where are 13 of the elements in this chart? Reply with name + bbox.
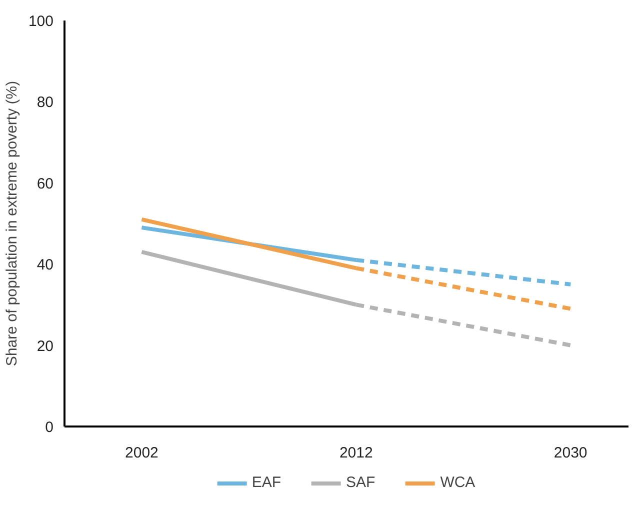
y-tick-label: 80 [36, 94, 54, 112]
legend-label: WCA [440, 474, 476, 491]
y-tick-label: 100 [28, 13, 54, 30]
x-tick-label: 2002 [125, 444, 158, 462]
y-tick-label: 20 [36, 338, 54, 355]
y-axis-title: Share of population in extreme poverty (%) [3, 80, 20, 366]
x-tick-label: 2012 [339, 444, 373, 462]
legend-label: SAF [346, 474, 376, 491]
y-tick-label: 60 [36, 175, 54, 192]
y-tick-label: 40 [36, 256, 54, 274]
legend-label: EAF [252, 474, 281, 491]
x-tick-label: 2030 [554, 444, 588, 462]
y-tick-label: 0 [45, 419, 54, 436]
